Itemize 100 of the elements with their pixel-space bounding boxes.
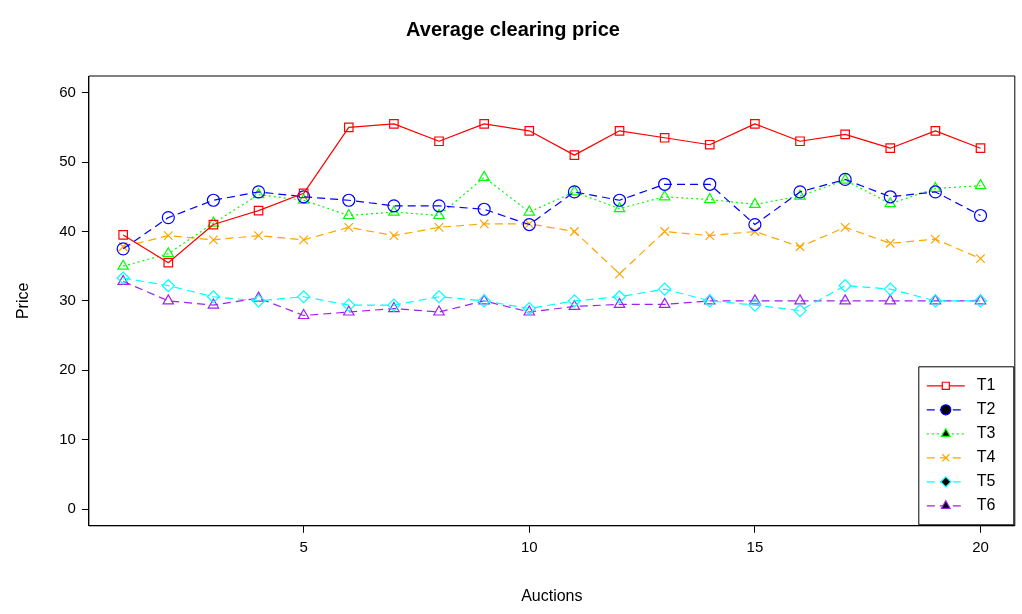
point bbox=[253, 205, 264, 216]
point bbox=[387, 199, 401, 213]
point bbox=[659, 226, 670, 237]
point bbox=[118, 230, 129, 240]
point bbox=[117, 259, 129, 270]
point bbox=[838, 279, 852, 293]
point bbox=[298, 188, 309, 199]
point bbox=[658, 190, 671, 201]
point bbox=[974, 179, 987, 190]
y-tick-label: 50 bbox=[59, 152, 76, 170]
point bbox=[612, 290, 627, 304]
point bbox=[162, 247, 175, 258]
point bbox=[884, 294, 897, 305]
point bbox=[748, 217, 762, 232]
point bbox=[388, 205, 400, 216]
point bbox=[253, 230, 264, 241]
x-tick-label: 5 bbox=[299, 537, 308, 555]
point bbox=[523, 205, 536, 216]
point bbox=[432, 199, 446, 213]
point bbox=[794, 189, 806, 200]
point bbox=[567, 294, 581, 308]
point bbox=[343, 305, 355, 316]
point bbox=[389, 230, 399, 241]
point bbox=[208, 234, 219, 245]
point bbox=[524, 125, 535, 136]
point bbox=[973, 208, 988, 223]
point bbox=[613, 297, 626, 308]
y-tick-label: 0 bbox=[67, 499, 76, 517]
point bbox=[163, 230, 174, 241]
point bbox=[612, 193, 627, 207]
point bbox=[162, 294, 175, 305]
point bbox=[433, 208, 445, 220]
point bbox=[885, 238, 896, 249]
point bbox=[523, 305, 536, 316]
point bbox=[569, 150, 580, 160]
y-tick-label: 60 bbox=[59, 82, 76, 100]
point bbox=[297, 290, 311, 304]
legend-label: T4 bbox=[976, 448, 996, 466]
point bbox=[703, 192, 716, 204]
point bbox=[658, 297, 671, 308]
point bbox=[795, 136, 805, 147]
legend-label: T5 bbox=[976, 472, 996, 490]
point bbox=[839, 294, 851, 305]
point bbox=[840, 129, 850, 140]
point bbox=[206, 193, 221, 207]
y-tick-label: 10 bbox=[59, 429, 76, 447]
point bbox=[479, 219, 489, 229]
x-tick-label: 10 bbox=[520, 537, 538, 555]
point bbox=[614, 268, 625, 279]
point bbox=[930, 125, 941, 136]
legend-label: T6 bbox=[976, 496, 996, 514]
point bbox=[206, 290, 221, 304]
point bbox=[929, 181, 942, 193]
point bbox=[883, 190, 897, 204]
point bbox=[161, 211, 175, 225]
point bbox=[116, 242, 130, 256]
point bbox=[884, 197, 897, 208]
point bbox=[794, 294, 806, 305]
point bbox=[343, 222, 354, 233]
legend-label: T3 bbox=[976, 424, 996, 442]
point bbox=[840, 222, 850, 233]
point bbox=[795, 241, 805, 252]
point bbox=[658, 177, 672, 191]
point bbox=[569, 226, 580, 237]
point bbox=[479, 119, 489, 129]
point bbox=[433, 305, 445, 316]
point bbox=[342, 193, 356, 207]
point bbox=[883, 282, 897, 296]
point bbox=[885, 143, 896, 154]
point bbox=[928, 185, 942, 199]
point bbox=[613, 201, 626, 213]
point bbox=[975, 143, 986, 154]
point bbox=[930, 234, 941, 244]
point bbox=[704, 230, 715, 241]
point bbox=[252, 291, 265, 302]
point bbox=[389, 119, 399, 129]
point bbox=[750, 226, 760, 237]
point bbox=[343, 122, 354, 133]
point bbox=[432, 290, 446, 304]
x-tick-label: 20 bbox=[972, 537, 989, 555]
point bbox=[434, 136, 444, 147]
point bbox=[478, 170, 490, 181]
point bbox=[748, 298, 762, 312]
point bbox=[975, 253, 986, 264]
point bbox=[207, 298, 220, 309]
legend-label: T2 bbox=[976, 400, 996, 418]
point bbox=[118, 241, 129, 252]
point bbox=[251, 294, 266, 308]
point bbox=[750, 119, 760, 129]
legend-label: T1 bbox=[976, 376, 996, 394]
point bbox=[749, 294, 761, 305]
point bbox=[342, 298, 356, 312]
y-axis-title: Price bbox=[14, 282, 32, 320]
chart-title: Average clearing price bbox=[406, 17, 620, 40]
point bbox=[163, 257, 174, 268]
point bbox=[658, 282, 672, 296]
point bbox=[659, 132, 670, 143]
point bbox=[793, 304, 807, 318]
point bbox=[297, 308, 310, 320]
point bbox=[434, 222, 444, 233]
